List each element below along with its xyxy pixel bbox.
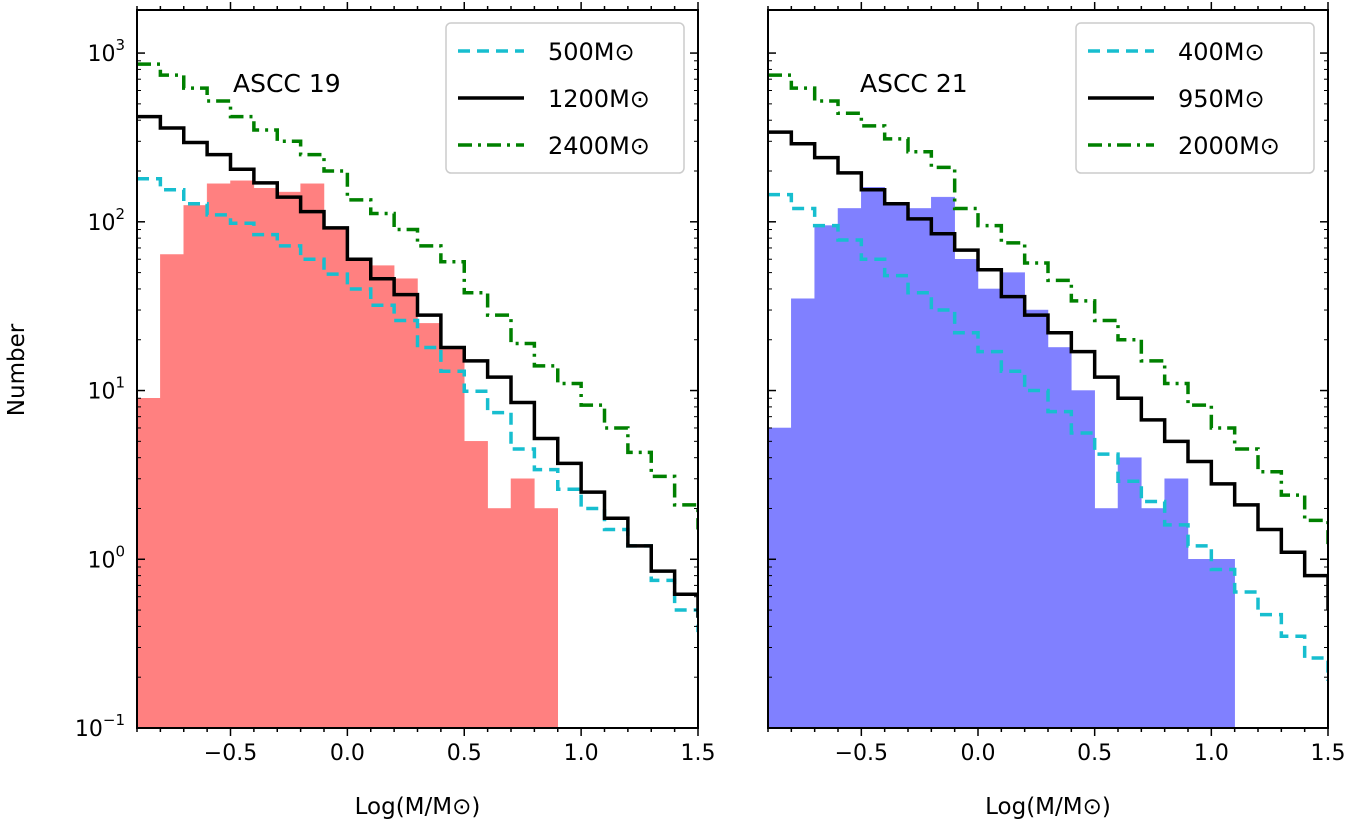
histogram-bar <box>137 398 161 728</box>
histogram-bar <box>393 278 418 728</box>
histogram-bar <box>1187 559 1212 728</box>
histogram-bar <box>534 508 558 728</box>
histogram-bar <box>1164 478 1189 728</box>
histogram-bar <box>1211 559 1235 728</box>
x-tick-label: 1.5 <box>1311 741 1346 766</box>
histogram-bar <box>206 183 231 728</box>
histogram-bar <box>1001 272 1025 728</box>
y-tick-label: 100 <box>87 542 125 573</box>
x-tick-label: 0.0 <box>330 741 365 766</box>
histogram-bar <box>1117 457 1142 728</box>
histogram-bar <box>487 508 512 728</box>
y-tick-label: 103 <box>87 36 125 67</box>
x-tick-label: 0.5 <box>1077 741 1112 766</box>
legend-label-1: 500M⊙ <box>548 38 635 66</box>
model-line-2 <box>137 114 698 618</box>
histogram-bar <box>837 208 862 728</box>
x-tick-label: 1.0 <box>564 741 599 766</box>
histogram-bar <box>253 188 278 728</box>
legend-label-1: 400M⊙ <box>1178 38 1265 66</box>
y-tick-label: 102 <box>87 205 125 236</box>
y-tick-label: 101 <box>87 374 125 405</box>
histogram-bar <box>230 180 255 728</box>
y-axis-label: Number <box>4 323 30 416</box>
legend-label-2: 1200M⊙ <box>548 85 650 113</box>
histogram-bar <box>370 265 395 728</box>
histogram-bar <box>510 478 535 728</box>
histogram-bar <box>183 205 208 728</box>
histogram-bar <box>1024 309 1049 728</box>
legend-label-3: 2000M⊙ <box>1178 132 1280 160</box>
histogram-bar <box>440 347 465 728</box>
panel-1: −0.5 0.0 0.5 1.0 1.5 Log(M/M⊙) 10−1 100 101 102 10… <box>75 2 716 820</box>
histogram-bar <box>977 288 1002 728</box>
model-line-2 <box>768 130 1328 611</box>
histogram-bar <box>1047 347 1072 728</box>
legend-label-3: 2400M⊙ <box>548 132 650 160</box>
histogram-bar <box>1141 508 1165 728</box>
histogram-bar <box>907 208 932 728</box>
model-line-1 <box>768 192 1328 681</box>
histogram-bar <box>954 258 979 728</box>
x-axis-label: Log(M/M⊙) <box>985 794 1111 820</box>
model-line-1 <box>137 176 698 633</box>
x-tick-label: 0.0 <box>961 741 996 766</box>
histogram-bar <box>768 427 792 728</box>
histogram-bar <box>160 254 184 728</box>
y-tick-label: 10−1 <box>75 711 125 742</box>
plot-area <box>137 62 698 728</box>
histogram-bar <box>791 298 815 728</box>
histogram-bar <box>464 441 488 728</box>
histogram-bar <box>300 183 325 728</box>
plot-area <box>768 73 1328 728</box>
histogram-bar <box>814 225 839 728</box>
histogram-bar <box>323 229 348 728</box>
x-tick-label: −0.5 <box>835 741 888 766</box>
x-axis-label: Log(M/M⊙) <box>355 794 481 820</box>
panel-title: ASCC 21 <box>860 69 968 98</box>
x-tick-label: 1.0 <box>1194 741 1229 766</box>
legend-box <box>445 22 685 174</box>
histogram-bar <box>931 196 955 728</box>
panel-2: −0.5 0.0 0.5 1.0 1.5 Log(M/M⊙) ASCC 21 400M⊙ 950… <box>767 2 1346 820</box>
panel-title: ASCC 19 <box>233 69 341 98</box>
x-tick-label: −0.5 <box>204 741 257 766</box>
histogram-bar <box>1094 508 1119 728</box>
histogram-bar <box>417 323 442 728</box>
legend-label-2: 950M⊙ <box>1178 85 1265 113</box>
legend-box <box>1075 22 1315 174</box>
x-tick-label: 1.5 <box>681 741 716 766</box>
histogram-bar <box>277 191 301 728</box>
histogram-bar <box>884 202 909 728</box>
model-line-3 <box>137 62 698 530</box>
histogram-bar <box>347 258 371 728</box>
model-line-3 <box>768 73 1328 546</box>
histogram-bar <box>1071 390 1095 728</box>
x-tick-label: 0.5 <box>447 741 482 766</box>
histogram-bar <box>861 187 885 728</box>
